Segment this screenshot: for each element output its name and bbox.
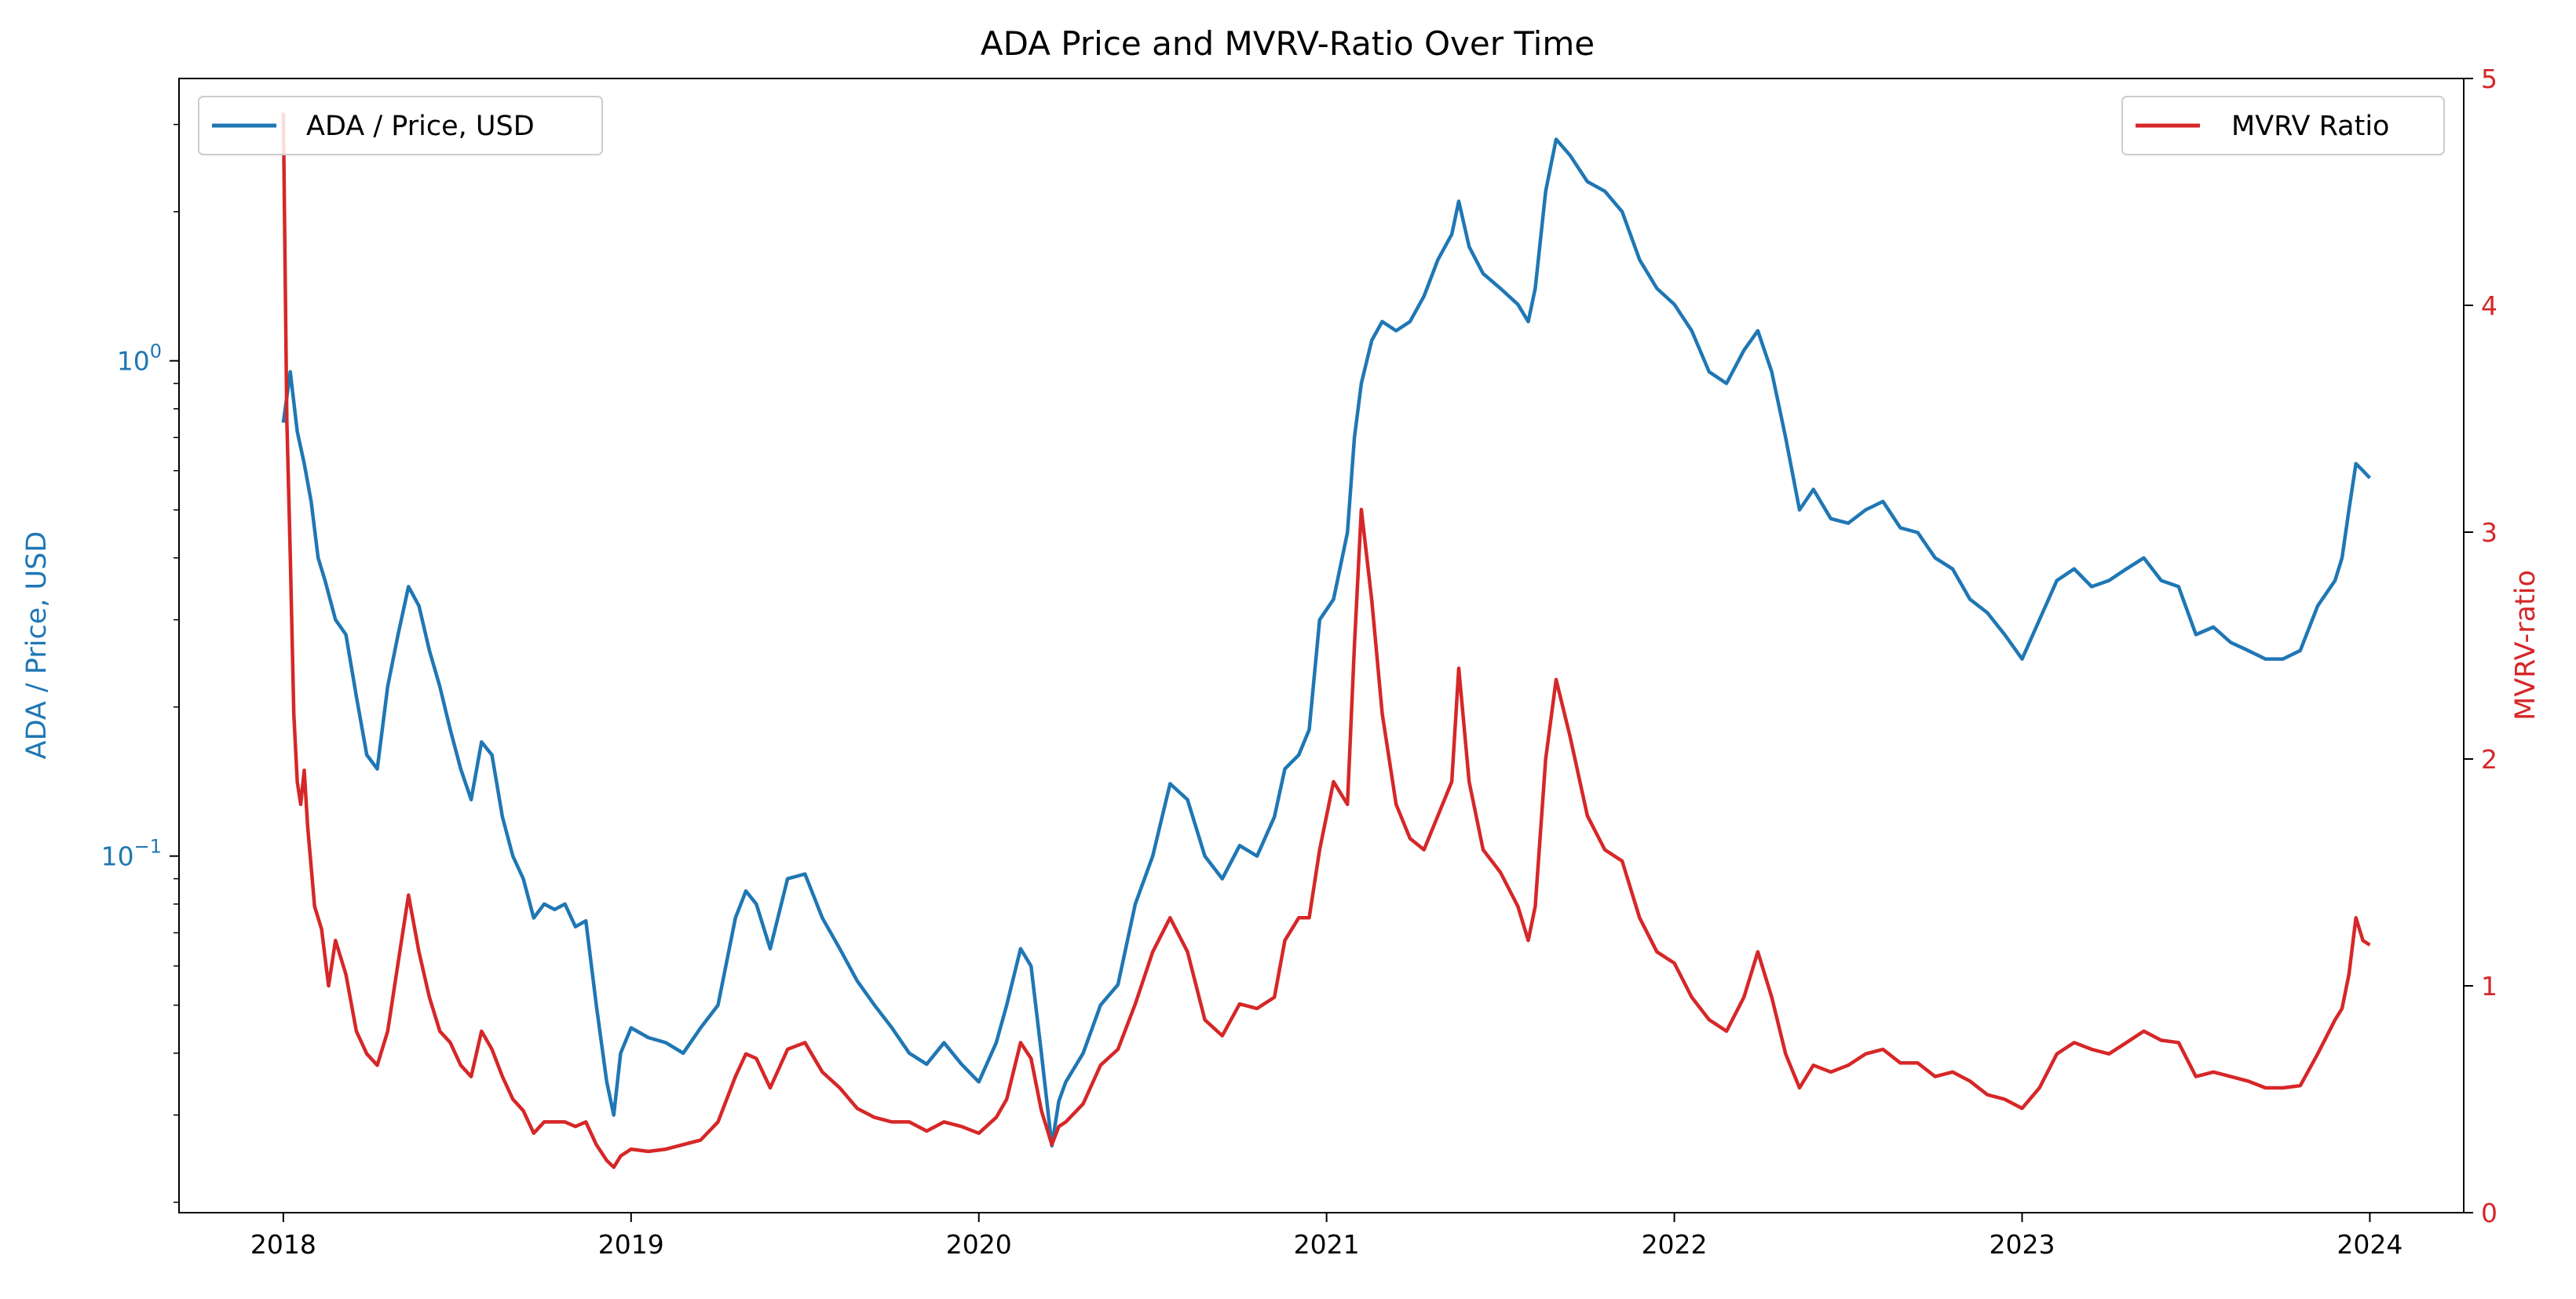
left-tick-label: 10−1 xyxy=(101,836,162,872)
x-tick-label: 2020 xyxy=(946,1229,1012,1260)
plot-frame xyxy=(178,78,2465,1213)
left-axis-label: ADA / Price, USD xyxy=(21,531,53,760)
legend-left: ADA / Price, USD xyxy=(198,96,603,155)
right-tick-label: 5 xyxy=(2481,64,2497,94)
legend-left-box xyxy=(198,96,603,155)
chart-title: ADA Price and MVRV-Ratio Over Time xyxy=(981,24,1595,63)
series-line-ada-price xyxy=(281,137,2372,1148)
x-tick-label: 2018 xyxy=(250,1229,316,1260)
series-line-mvrv-ratio xyxy=(281,112,2371,1169)
legend-left-label: ADA / Price, USD xyxy=(306,111,535,142)
x-tick-label: 2024 xyxy=(2337,1229,2402,1260)
legend-right-box xyxy=(2121,96,2445,155)
x-tick-label: 2023 xyxy=(1989,1229,2055,1260)
x-tick-label: 2022 xyxy=(1642,1229,1708,1260)
right-tick-label: 4 xyxy=(2481,290,2497,321)
series-lines xyxy=(281,112,2372,1169)
right-axis-label: MVRV-ratio xyxy=(2510,570,2541,721)
legend-right-label: MVRV Ratio xyxy=(2231,111,2389,142)
right-tick-label: 0 xyxy=(2481,1198,2497,1228)
x-axis: 2018 2019 2020 2021 2022 2023 2024 xyxy=(250,1213,2402,1260)
right-tick-label: 1 xyxy=(2481,971,2497,1002)
left-y-axis: 100 10−1 xyxy=(101,123,179,1203)
legend-right: MVRV Ratio xyxy=(2121,96,2445,155)
right-tick-label: 3 xyxy=(2481,517,2497,548)
x-tick-label: 2019 xyxy=(598,1229,664,1260)
left-tick-label: 100 xyxy=(117,341,162,377)
right-tick-label: 2 xyxy=(2481,744,2497,775)
right-y-axis: 0 1 2 3 4 5 xyxy=(2464,64,2497,1228)
x-tick-label: 2021 xyxy=(1294,1229,1360,1260)
